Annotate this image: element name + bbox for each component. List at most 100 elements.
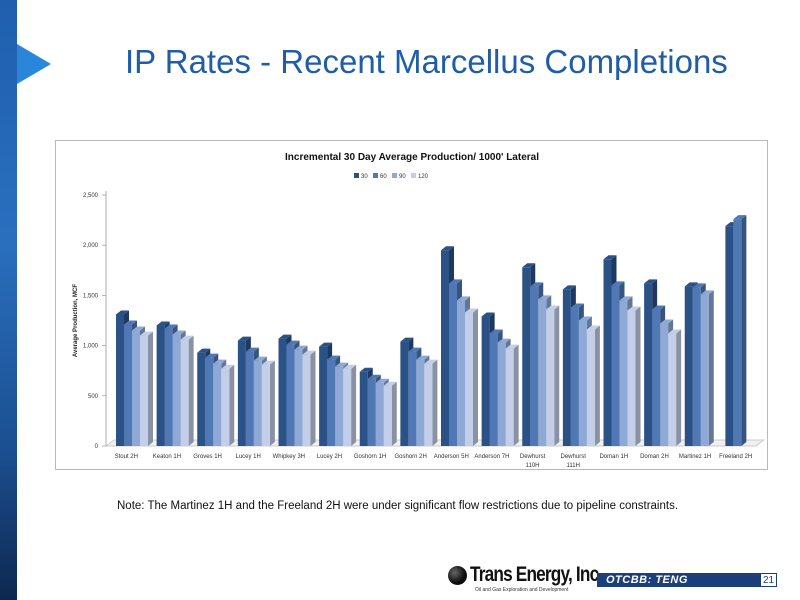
bar-top xyxy=(327,355,341,360)
x-category-label: Groves 1H xyxy=(193,454,222,460)
bar-side xyxy=(148,331,153,446)
footnote: Note: The Martinez 1H and the Freeland 2… xyxy=(117,500,679,512)
bar-top xyxy=(692,283,706,288)
bar-top xyxy=(383,381,397,386)
bar xyxy=(286,344,295,446)
legend-label-90: 90 xyxy=(399,174,406,180)
bar-top xyxy=(359,367,373,372)
bar xyxy=(237,340,246,446)
ticker-banner: OTCBB: TENG xyxy=(597,573,777,587)
bar xyxy=(140,335,148,446)
bar xyxy=(278,338,287,446)
bar-top xyxy=(375,378,389,383)
bar xyxy=(180,339,189,446)
bar-side xyxy=(229,364,235,446)
bar-side xyxy=(741,215,747,446)
bar xyxy=(124,324,132,446)
bar xyxy=(408,351,417,446)
bar-top xyxy=(343,364,357,369)
x-category-label: Lucey 1H xyxy=(236,454,261,460)
bar-top xyxy=(530,282,544,287)
company-logo: Trans Energy, Inc. Oil and Gas Explorati… xyxy=(448,563,603,595)
x-category-label: 111H xyxy=(566,463,579,469)
bar-top xyxy=(213,359,227,364)
logo-tagline: Oil and Gas Exploration and Development xyxy=(475,587,569,593)
bar xyxy=(546,309,555,446)
bar-top xyxy=(441,246,454,251)
x-category-label: Stout 2H xyxy=(115,454,138,460)
bar xyxy=(400,341,409,446)
bar-top xyxy=(603,255,617,260)
bar-top xyxy=(481,312,495,317)
bar xyxy=(530,286,539,446)
bar xyxy=(424,363,433,446)
bar-side xyxy=(708,290,714,446)
chart-title: Incremental 30 Day Average Production/ 1… xyxy=(285,152,539,163)
y-tick-label: 0 xyxy=(95,444,99,450)
x-category-label: Goshorn 2H xyxy=(395,454,427,460)
legend-swatch-30 xyxy=(354,173,359,178)
bar xyxy=(644,283,653,446)
ticker-symbol: OTCBB: TENG xyxy=(606,574,688,586)
bar-side xyxy=(635,306,641,446)
bar-top xyxy=(408,347,422,352)
bar-top xyxy=(416,355,430,360)
bar xyxy=(505,348,514,446)
y-tick-label: 2,500 xyxy=(83,193,99,199)
bar-top xyxy=(367,374,381,379)
bar-top xyxy=(140,331,153,336)
bar xyxy=(570,307,579,446)
bar xyxy=(725,226,734,446)
bar-top xyxy=(546,305,560,310)
bar xyxy=(481,316,490,446)
x-category-label: Anderson 7H xyxy=(474,454,509,460)
bar xyxy=(586,329,595,446)
bar xyxy=(457,300,465,446)
logo-ball-icon xyxy=(448,566,467,585)
bar xyxy=(221,368,230,446)
bar xyxy=(660,323,669,446)
production-bar-chart: Incremental 30 Day Average Production/ 1… xyxy=(73,152,766,469)
bar xyxy=(327,359,336,446)
bar xyxy=(652,309,661,446)
bar xyxy=(294,349,303,446)
bar-top xyxy=(570,303,584,308)
bar xyxy=(497,342,506,446)
bar-top xyxy=(319,342,333,347)
y-tick-label: 2,000 xyxy=(83,243,99,249)
bar-top xyxy=(335,362,349,367)
bar xyxy=(522,267,531,446)
x-category-label: Goshorn 1H xyxy=(354,454,386,460)
bar xyxy=(684,286,693,446)
bar xyxy=(132,330,140,446)
bar xyxy=(367,378,376,446)
bar-top xyxy=(294,345,308,350)
bar-top xyxy=(424,359,438,364)
bar xyxy=(465,312,473,446)
x-category-label: Doman 1H xyxy=(599,454,628,460)
bar-side xyxy=(269,360,275,446)
bar-top xyxy=(457,296,470,301)
x-category-label: Dewhurst xyxy=(520,454,546,460)
bar xyxy=(253,360,262,446)
x-category-label: 110H xyxy=(526,463,540,469)
bar-top xyxy=(156,321,170,326)
bar xyxy=(611,285,620,446)
bar-top xyxy=(449,279,462,284)
bar-top xyxy=(700,290,714,295)
bar xyxy=(668,333,677,446)
bar-top xyxy=(497,338,511,343)
side-accent-bar xyxy=(0,0,17,600)
bar-top xyxy=(164,324,178,329)
bar xyxy=(416,359,425,446)
bar-top xyxy=(124,320,137,325)
legend-label-30: 30 xyxy=(361,174,368,180)
bar-side xyxy=(351,364,357,446)
bar-top xyxy=(245,347,259,352)
bar-top xyxy=(619,296,633,301)
y-tick-label: 500 xyxy=(88,394,99,400)
bar-top xyxy=(668,329,682,334)
x-category-label: Lucey 2H xyxy=(317,454,342,460)
y-tick-label: 1,500 xyxy=(83,293,99,299)
bar-top xyxy=(522,263,536,268)
